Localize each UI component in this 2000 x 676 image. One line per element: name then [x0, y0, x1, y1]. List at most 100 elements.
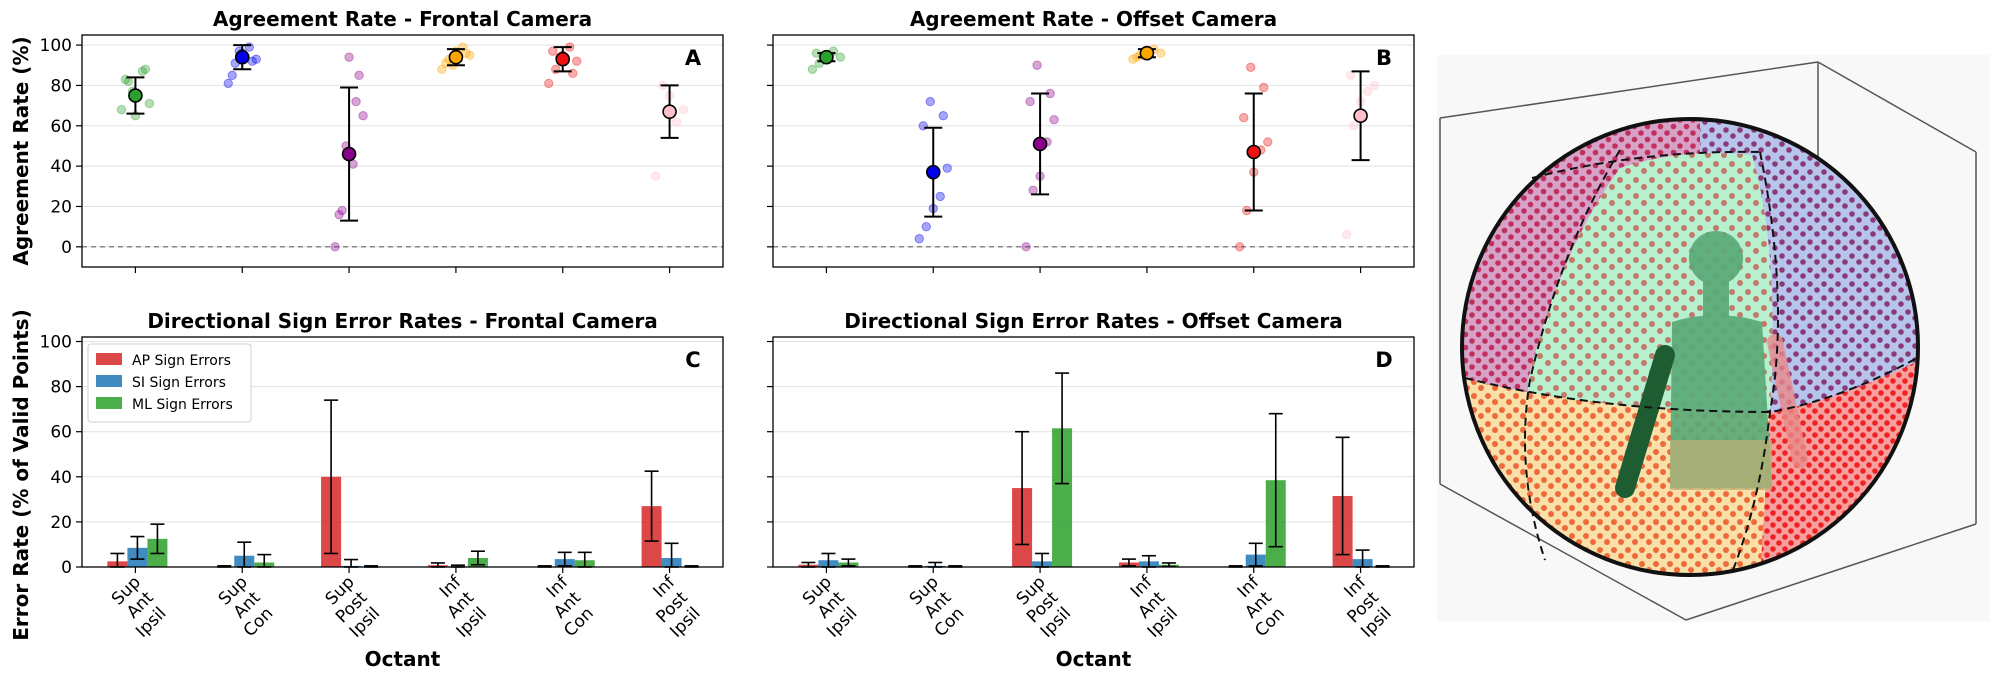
y-tick-label: 40: [50, 157, 72, 177]
data-point: [1341, 230, 1352, 240]
x-tick-label: InfAntIpsil: [1115, 572, 1185, 642]
panel-label: B: [1376, 46, 1392, 70]
panel-label: D: [1375, 348, 1392, 372]
mean-marker: [234, 49, 250, 65]
data-point: [330, 242, 340, 252]
data-point: [1028, 185, 1038, 196]
data-point: [1259, 82, 1269, 93]
data-point: [925, 96, 935, 107]
data-point: [140, 64, 151, 74]
data-point: [938, 110, 948, 121]
data-point: [1021, 242, 1031, 252]
data-point: [807, 64, 818, 74]
legend-label: AP Sign Errors: [132, 353, 231, 369]
legend-swatch: [96, 397, 122, 409]
panel-label: A: [685, 46, 702, 70]
data-point: [942, 163, 952, 173]
y-axis-label-bottom: Error Rate (% of Valid Points): [9, 309, 33, 640]
x-tick-label: InfAntIpsil: [424, 572, 494, 642]
x-axis-label: Octant: [1056, 647, 1132, 671]
data-point: [137, 66, 148, 77]
data-point: [1049, 115, 1059, 125]
x-tick-label: InfPostIpsil: [638, 572, 708, 642]
axes-frame: [772, 34, 1415, 268]
mean-marker: [662, 104, 677, 119]
data-point: [354, 70, 364, 81]
data-point: [671, 117, 682, 127]
data-point: [337, 205, 347, 216]
chart-title: Directional Sign Error Rates - Frontal C…: [147, 309, 657, 333]
data-point: [1263, 137, 1273, 147]
panel-A: Agreement Rate - Frontal Camera 0 20 40 60 80…: [40, 7, 724, 273]
mean-marker: [1246, 144, 1262, 160]
mean-marker: [555, 51, 571, 67]
y-tick-label: 40: [50, 468, 72, 488]
data-point: [1345, 70, 1356, 81]
panel-label: C: [685, 348, 700, 372]
chart-title: Agreement Rate - Offset Camera: [910, 7, 1277, 31]
y-tick-label: 20: [50, 197, 72, 217]
data-point: [935, 191, 945, 202]
x-tick-label: SupPostIpsil: [1009, 572, 1078, 641]
x-tick-label: InfAntCon: [532, 572, 601, 641]
x-tick-label: SupAntIpsil: [104, 572, 173, 641]
data-point: [1239, 113, 1249, 123]
data-point: [1156, 48, 1166, 58]
x-axis-label: Octant: [365, 647, 441, 671]
data-point: [1369, 80, 1380, 91]
y-tick-label: 100: [40, 333, 72, 353]
charts-container: Agreement Rate (%) Error Rate (% of Valid…: [9, 7, 1415, 671]
data-point: [227, 70, 237, 81]
x-tick-label: SupAntCon: [902, 572, 971, 641]
data-point: [334, 209, 344, 220]
y-tick-label: 0: [61, 238, 72, 258]
mean-marker: [1032, 136, 1048, 152]
mean-marker: [1139, 45, 1155, 61]
data-point: [1032, 60, 1042, 70]
panel-C: Directional Sign Error Rates - Frontal C…: [40, 309, 724, 671]
data-point: [572, 56, 582, 66]
chart-title: Agreement Rate - Frontal Camera: [213, 7, 592, 31]
y-tick-label: 20: [50, 513, 72, 533]
data-point: [351, 96, 361, 107]
axes-frame: [772, 336, 1415, 568]
bar: [1052, 428, 1073, 567]
mean-marker: [819, 49, 834, 65]
legend-frame: [87, 343, 252, 423]
legend-label: ML Sign Errors: [132, 397, 233, 413]
mean-marker: [1353, 108, 1368, 123]
data-point: [914, 234, 924, 244]
y-tick-label: 60: [50, 117, 72, 137]
data-point: [548, 46, 558, 56]
y-tick-label: 60: [50, 423, 72, 443]
x-tick-label: InfAntCon: [1223, 572, 1292, 641]
data-point: [544, 78, 554, 89]
y-tick-label: 80: [50, 378, 72, 398]
data-point: [251, 54, 261, 64]
x-tick-label: SupAntIpsil: [795, 572, 864, 641]
y-tick-label: 0: [61, 558, 72, 578]
data-point: [835, 52, 846, 62]
data-point: [1235, 242, 1245, 252]
axes-frame: [81, 336, 724, 568]
data-point: [650, 171, 661, 181]
y-tick-label: 100: [40, 36, 72, 56]
panel-D: Directional Sign Error Rates - Offset Ca…: [767, 309, 1415, 671]
data-point: [1246, 62, 1256, 72]
data-point: [1348, 121, 1359, 131]
mean-marker: [925, 164, 941, 180]
x-tick-label: SupPostIpsil: [318, 572, 387, 641]
chart-title: Directional Sign Error Rates - Offset Ca…: [844, 309, 1342, 333]
data-point: [437, 64, 447, 74]
data-point: [678, 104, 689, 115]
mean-marker: [448, 49, 464, 65]
panel-B: Agreement Rate - Offset Camera B: [767, 7, 1415, 273]
data-point: [116, 104, 127, 115]
x-tick-label: SupAntCon: [211, 572, 280, 641]
data-point: [344, 52, 354, 62]
y-axis-label-top: Agreement Rate (%): [9, 36, 33, 265]
axes-frame: [81, 34, 724, 268]
data-point: [921, 221, 931, 232]
legend-swatch: [96, 375, 122, 387]
